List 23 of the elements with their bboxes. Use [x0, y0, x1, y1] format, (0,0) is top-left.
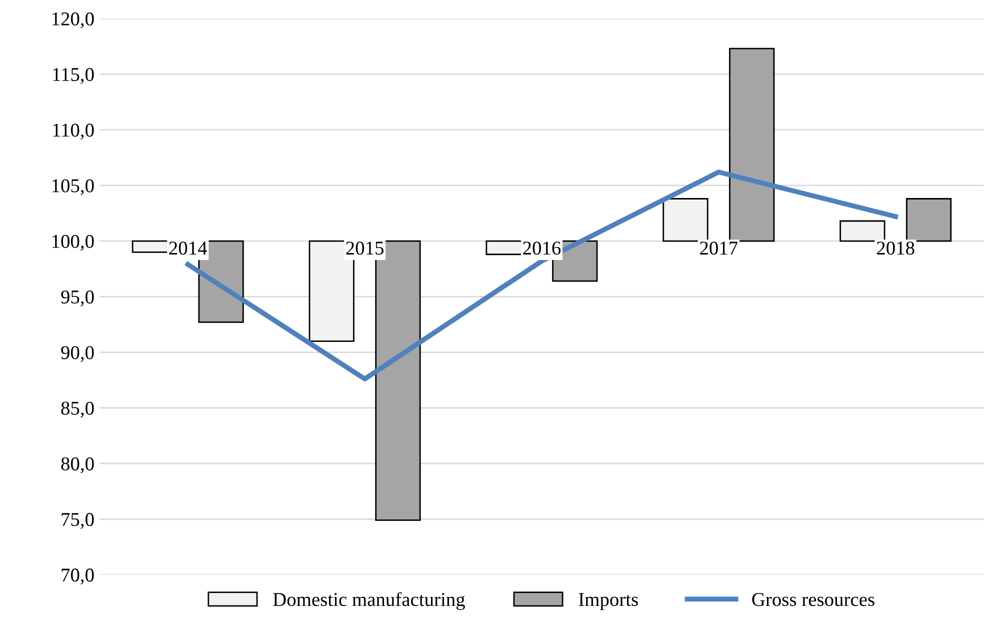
y-tick-label: 90,0: [61, 346, 94, 362]
x-tick-label: 2014: [169, 242, 208, 255]
y-tick-label: 115,0: [53, 68, 94, 84]
legend-label: Domestic manufacturing: [273, 592, 465, 610]
y-tick-label: 100,0: [52, 234, 94, 251]
y-tick-label: 95,0: [61, 290, 94, 306]
y-tick-label: 80,0: [61, 457, 94, 474]
bar: [906, 198, 952, 242]
x-tick-label: 2015: [346, 242, 384, 255]
y-tick-label: 85,0: [61, 402, 94, 418]
y-tick-label: 75,0: [62, 512, 94, 529]
bar: [729, 48, 775, 242]
x-tick-label: 2017: [700, 242, 738, 255]
legend-label: Gross resources: [752, 593, 874, 606]
y-tick-label: 120,0: [52, 12, 94, 28]
x-tick-label: 2018: [877, 242, 914, 255]
bar: [840, 220, 886, 242]
y-tick-label: 70,0: [62, 568, 94, 584]
x-tick-label: 2016: [523, 242, 561, 255]
y-tick-label: 110,0: [53, 124, 94, 140]
bar: [662, 198, 708, 242]
y-tick-label: 105,0: [52, 179, 94, 196]
legend-label: Imports: [578, 593, 638, 610]
